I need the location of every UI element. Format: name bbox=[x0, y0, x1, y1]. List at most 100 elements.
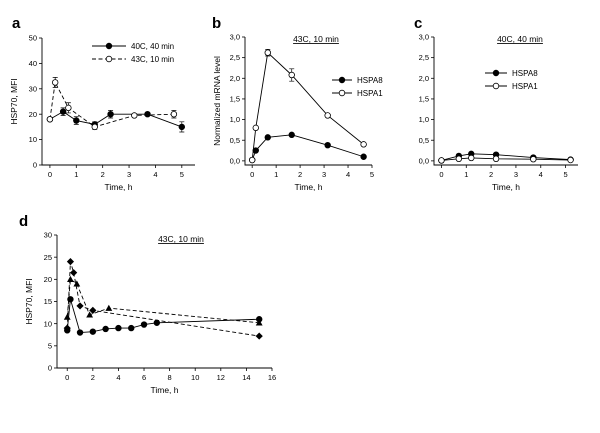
data-point bbox=[530, 156, 537, 163]
panel-title: 40C, 40 min bbox=[497, 34, 543, 44]
panel-label: a bbox=[12, 15, 21, 32]
data-point bbox=[288, 131, 295, 139]
legend-label: HSPA8 bbox=[357, 76, 383, 85]
y-tick-label: 40 bbox=[29, 59, 37, 68]
y-tick-label: 20 bbox=[29, 110, 37, 119]
x-tick-label: 2 bbox=[91, 373, 95, 382]
data-point bbox=[360, 141, 367, 148]
y-tick-label: 1,5 bbox=[419, 95, 429, 104]
data-point bbox=[67, 275, 74, 283]
x-tick-label: 0 bbox=[48, 170, 52, 179]
data-point bbox=[170, 110, 178, 118]
y-tick-label: 1,0 bbox=[230, 115, 240, 124]
x-tick-label: 3 bbox=[514, 170, 518, 179]
x-tick-label: 3 bbox=[127, 170, 131, 179]
panel-label: b bbox=[212, 15, 221, 32]
axes-frame bbox=[56, 235, 272, 369]
data-point bbox=[264, 49, 271, 56]
legend-marker bbox=[105, 55, 113, 63]
panel-title: 43C, 10 min bbox=[158, 234, 204, 244]
data-point bbox=[178, 123, 186, 131]
x-axis-label: Time, h bbox=[104, 182, 132, 192]
y-tick-label: 2,0 bbox=[230, 74, 240, 83]
data-point bbox=[76, 329, 84, 336]
x-tick-label: 1 bbox=[464, 170, 468, 179]
y-tick-label: 30 bbox=[29, 84, 37, 93]
data-point bbox=[63, 313, 71, 320]
data-point bbox=[70, 269, 78, 277]
y-tick-label: 0,0 bbox=[230, 156, 240, 165]
data-point bbox=[46, 116, 54, 123]
y-tick-label: 5 bbox=[48, 341, 52, 350]
data-point bbox=[468, 154, 475, 162]
y-tick-label: 10 bbox=[44, 319, 52, 328]
data-point bbox=[288, 71, 295, 79]
data-point bbox=[255, 319, 263, 326]
data-point bbox=[492, 155, 500, 163]
x-tick-label: 0 bbox=[439, 170, 443, 179]
data-point bbox=[105, 304, 113, 311]
legend-marker bbox=[492, 82, 500, 90]
panel-c: 0,0 0,5 1,0 1,5 2,0 2,5 3,0 0 1 2 3 4 5 Time, h c 40C, … bbox=[414, 15, 578, 192]
data-point bbox=[89, 306, 97, 314]
data-point bbox=[66, 258, 75, 266]
axes-frame bbox=[244, 37, 372, 166]
data-point bbox=[59, 108, 67, 115]
panel-title: 43C, 10 min bbox=[293, 34, 339, 44]
y-tick-label: 3,0 bbox=[419, 33, 429, 42]
x-tick-label: 12 bbox=[217, 373, 225, 382]
data-point bbox=[86, 311, 94, 318]
series-line bbox=[49, 111, 182, 128]
data-point bbox=[455, 155, 463, 163]
data-point bbox=[438, 157, 445, 164]
y-axis-label: HSP70, MFI bbox=[24, 278, 34, 324]
data-point bbox=[51, 79, 59, 86]
x-tick-label: 3 bbox=[322, 170, 326, 179]
data-point bbox=[76, 302, 84, 310]
y-tick-label: 10 bbox=[29, 135, 37, 144]
y-axis-label: HSP70, MFI bbox=[9, 78, 19, 124]
legend-marker bbox=[338, 89, 346, 97]
panel-d: 0 5 10 15 20 25 30 0 2 4 6 8 10 12 14 16 Time, h HSP70, M… bbox=[19, 213, 276, 395]
data-point bbox=[255, 332, 263, 340]
data-point bbox=[73, 280, 81, 287]
x-tick-label: 2 bbox=[101, 170, 105, 179]
y-tick-label: 0,5 bbox=[419, 136, 429, 145]
legend-label: HSPA1 bbox=[357, 89, 383, 98]
y-tick-label: 2,5 bbox=[230, 53, 240, 62]
legend-label: HSPA1 bbox=[512, 82, 538, 91]
x-tick-label: 4 bbox=[539, 170, 543, 179]
data-point bbox=[89, 328, 97, 335]
data-point bbox=[360, 153, 367, 160]
x-tick-label: 5 bbox=[370, 170, 374, 179]
series-line bbox=[49, 80, 174, 128]
axes-frame bbox=[433, 37, 578, 166]
panel-label: c bbox=[414, 15, 422, 32]
series-line bbox=[66, 278, 260, 324]
data-point bbox=[131, 112, 138, 119]
series-line bbox=[251, 51, 364, 161]
y-tick-label: 1,0 bbox=[419, 115, 429, 124]
x-tick-label: 1 bbox=[74, 170, 78, 179]
data-point bbox=[128, 324, 135, 332]
y-tick-label: 0 bbox=[33, 161, 37, 170]
x-tick-label: 5 bbox=[180, 170, 184, 179]
y-tick-label: 30 bbox=[44, 231, 52, 240]
legend-label: 40C, 40 min bbox=[131, 42, 174, 51]
x-tick-label: 8 bbox=[168, 373, 172, 382]
panel-label: d bbox=[19, 213, 28, 230]
x-axis-label: Time, h bbox=[150, 385, 178, 395]
x-tick-label: 10 bbox=[191, 373, 199, 382]
x-tick-label: 1 bbox=[274, 170, 278, 179]
y-tick-label: 0,0 bbox=[419, 156, 429, 165]
data-point bbox=[264, 134, 271, 141]
y-tick-label: 3,0 bbox=[230, 33, 240, 42]
legend-marker bbox=[105, 42, 113, 50]
data-point bbox=[140, 321, 148, 328]
panel-a: 0 10 20 30 40 50 0 1 2 3 4 5 Time, h HSP70, MFI a 40C, … bbox=[9, 15, 195, 192]
series-line bbox=[66, 299, 260, 334]
y-tick-label: 2,5 bbox=[419, 53, 429, 62]
y-tick-label: 1,5 bbox=[230, 95, 240, 104]
panel-b: 0,0 0,5 1,0 1,5 2,0 2,5 3,0 0 1 2 3 4 5 Time, h Normal… bbox=[212, 15, 383, 192]
data-point bbox=[91, 123, 98, 131]
